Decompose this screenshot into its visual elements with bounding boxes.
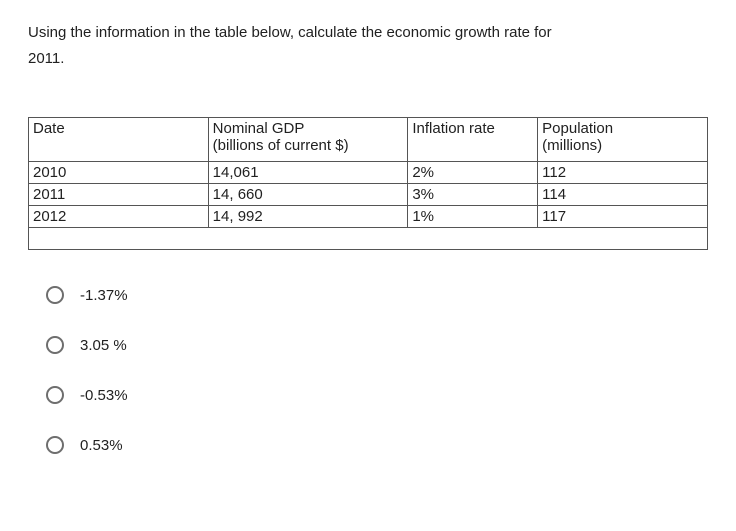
table-row: 2010 14,061 2% 112 (29, 162, 708, 184)
empty-cell (29, 228, 209, 250)
header-date-label: Date (33, 120, 65, 137)
empty-cell (408, 228, 538, 250)
radio-icon (46, 436, 64, 454)
header-date: Date (29, 118, 209, 162)
option-c[interactable]: -0.53% (46, 386, 708, 404)
cell-inflation: 2% (408, 162, 538, 184)
option-d-label: 0.53% (80, 437, 123, 454)
cell-population: 117 (538, 206, 708, 228)
option-b-label: 3.05 % (80, 337, 127, 354)
question-line-2: 2011. (28, 50, 64, 67)
data-table: Date Nominal GDP (billions of current $)… (28, 117, 708, 250)
header-gdp: Nominal GDP (billions of current $) (208, 118, 408, 162)
radio-icon (46, 286, 64, 304)
cell-gdp: 14, 660 (208, 184, 408, 206)
header-inflation-label: Inflation rate (412, 120, 495, 137)
question-text: Using the information in the table below… (28, 20, 708, 71)
table-header-row: Date Nominal GDP (billions of current $)… (29, 118, 708, 162)
radio-icon (46, 336, 64, 354)
table-empty-row (29, 228, 708, 250)
cell-population: 114 (538, 184, 708, 206)
option-b[interactable]: 3.05 % (46, 336, 708, 354)
header-gdp-line2: (billions of current $) (213, 137, 349, 154)
option-a-label: -1.37% (80, 287, 128, 304)
header-inflation: Inflation rate (408, 118, 538, 162)
table-row: 2012 14, 992 1% 117 (29, 206, 708, 228)
cell-population: 112 (538, 162, 708, 184)
option-c-label: -0.53% (80, 387, 128, 404)
cell-date: 2011 (29, 184, 209, 206)
table-row: 2011 14, 660 3% 114 (29, 184, 708, 206)
cell-inflation: 1% (408, 206, 538, 228)
cell-date: 2012 (29, 206, 209, 228)
cell-inflation: 3% (408, 184, 538, 206)
cell-gdp: 14, 992 (208, 206, 408, 228)
option-d[interactable]: 0.53% (46, 436, 708, 454)
options-list: -1.37% 3.05 % -0.53% 0.53% (28, 286, 708, 454)
header-pop-line2: (millions) (542, 137, 602, 154)
empty-cell (208, 228, 408, 250)
empty-cell (538, 228, 708, 250)
option-a[interactable]: -1.37% (46, 286, 708, 304)
header-population: Population (millions) (538, 118, 708, 162)
question-line-1: Using the information in the table below… (28, 24, 552, 41)
header-pop-line1: Population (542, 120, 613, 137)
cell-date: 2010 (29, 162, 209, 184)
cell-gdp: 14,061 (208, 162, 408, 184)
header-gdp-line1: Nominal GDP (213, 120, 305, 137)
radio-icon (46, 386, 64, 404)
